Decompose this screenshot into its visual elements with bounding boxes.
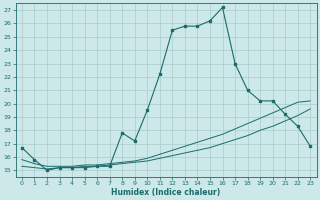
- X-axis label: Humidex (Indice chaleur): Humidex (Indice chaleur): [111, 188, 221, 197]
